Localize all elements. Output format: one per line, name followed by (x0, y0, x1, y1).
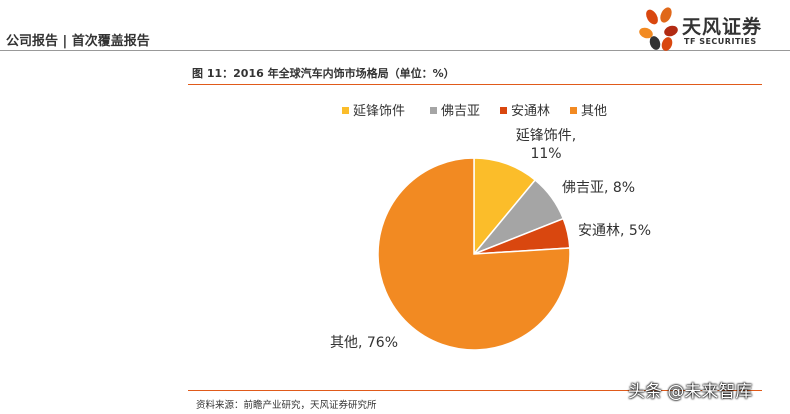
legend-label-2: 安通林 (511, 104, 550, 119)
watermark: 头条 @未来智库 (628, 382, 753, 402)
legend-label-3: 其他 (581, 104, 607, 119)
company-logo: 天风证券 TF SECURITIES (638, 6, 778, 52)
legend-label-1: 佛吉亚 (441, 104, 480, 119)
logo-flower-icon (639, 7, 678, 51)
figure-title: 图 11：2016 年全球汽车内饰市场格局（单位：%） (192, 67, 455, 80)
slice-label-3-0: 其他, 76% (330, 335, 398, 351)
slice-label-2-0: 安通林, 5% (578, 223, 651, 239)
legend-swatch-3 (570, 107, 577, 114)
figure-source: 资料来源：前瞻产业研究，天风证券研究所 (196, 400, 377, 411)
legend-label-0: 延锋饰件 (353, 104, 405, 119)
legend-swatch-0 (342, 107, 349, 114)
slice-label-0-1: 11% (530, 146, 561, 162)
logo-text-cn: 天风证券 (682, 16, 763, 38)
header-divider (0, 50, 790, 51)
pie-slice-0 (473, 157, 537, 257)
slice-label-0-0: 延锋饰件, (516, 128, 576, 144)
logo-text-en: TF SECURITIES (684, 37, 757, 46)
source-divider (188, 390, 762, 391)
figure-title-divider (188, 84, 762, 85)
pie-slice-3 (377, 157, 571, 351)
legend-swatch-1 (430, 107, 437, 114)
slice-label-1-0: 佛吉亚, 8% (562, 180, 635, 196)
legend-swatch-2 (500, 107, 507, 114)
report-breadcrumb: 公司报告 | 首次覆盖报告 (6, 34, 150, 49)
